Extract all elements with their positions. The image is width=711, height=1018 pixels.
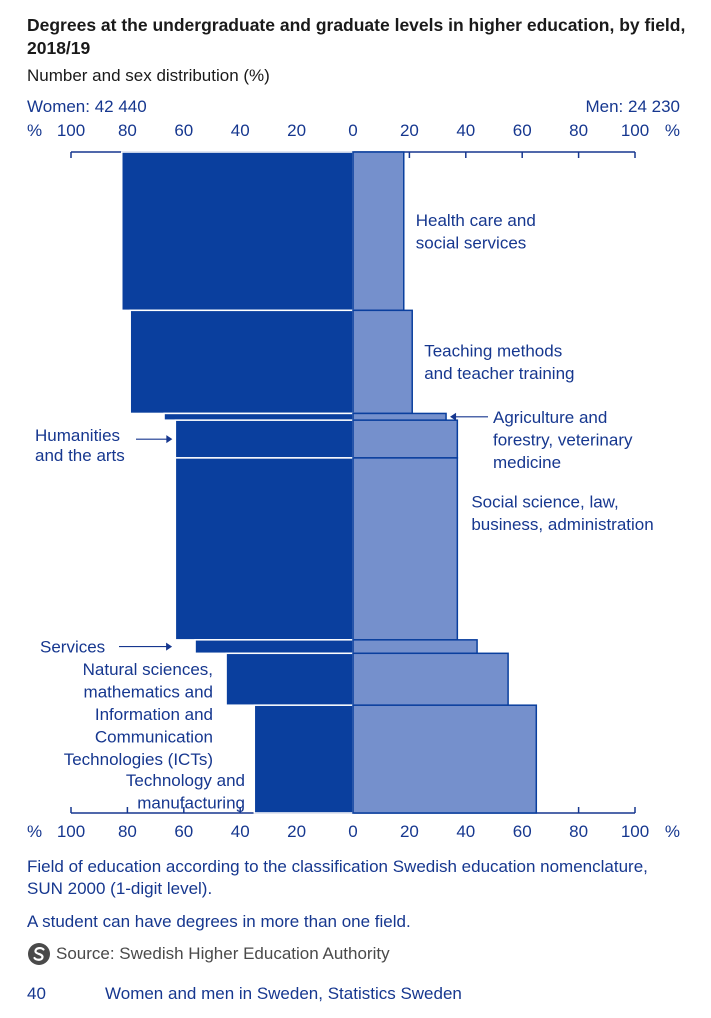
footnote-classification: Field of education according to the clas… xyxy=(27,857,648,898)
bar-women xyxy=(121,151,354,312)
category-label: Communication xyxy=(95,728,213,747)
bar-men xyxy=(352,412,447,421)
category-label: Technology and xyxy=(126,771,245,790)
bottom-axis-tick-label: 100 xyxy=(57,822,85,841)
bottom-axis-tick-label: 60 xyxy=(174,822,193,841)
top-axis-tick-label: 20 xyxy=(287,121,306,140)
category-label: Technologies (ICTs) xyxy=(64,750,213,769)
top-axis-tick-label: 60 xyxy=(513,121,532,140)
bottom-axis-tick-label: 80 xyxy=(569,822,588,841)
bar-women xyxy=(225,652,354,706)
category-label: Services xyxy=(40,638,105,657)
category-label: social services xyxy=(416,233,527,252)
bottom-axis-tick-label: 0 xyxy=(348,822,357,841)
category-label: Information and xyxy=(95,705,213,724)
category-label: and the arts xyxy=(35,446,125,465)
top-axis-tick-label: 100 xyxy=(57,121,85,140)
category-label: Health care and xyxy=(416,211,536,230)
top-axis-unit-left: % xyxy=(27,121,42,140)
bar-men xyxy=(352,419,459,459)
top-axis-tick-label: 20 xyxy=(400,121,419,140)
bottom-axis-tick-label: 20 xyxy=(287,822,306,841)
men-total-label: Men: 24 230 xyxy=(585,97,680,116)
bottom-axis-tick-label: 40 xyxy=(231,822,250,841)
category-label: mathematics and xyxy=(84,683,213,702)
category-label: Agriculture and xyxy=(493,408,607,427)
bottom-axis-tick-label: 80 xyxy=(118,822,137,841)
statistics-sweden-logo-icon xyxy=(28,943,50,965)
bar-women xyxy=(129,309,354,415)
top-axis-tick-label: 40 xyxy=(456,121,475,140)
bar-men xyxy=(352,639,478,655)
bar-women xyxy=(163,412,354,421)
category-label: manufacturing xyxy=(137,794,245,813)
top-axis-tick-label: 40 xyxy=(231,121,250,140)
bottom-axis-tick-label: 100 xyxy=(621,822,649,841)
bar-women xyxy=(253,704,354,814)
bar-men xyxy=(352,704,538,814)
category-leader-arrow xyxy=(450,412,457,421)
top-axis-tick-label: 80 xyxy=(569,121,588,140)
bottom-axis-unit-right: % xyxy=(665,822,680,841)
category-label: Social science, law, xyxy=(471,493,618,512)
chart-subtitle: Number and sex distribution (%) xyxy=(27,66,270,85)
category-label: Natural sciences, xyxy=(83,660,213,679)
source-line: Source: Swedish Higher Education Authori… xyxy=(27,942,390,966)
category-leader-arrow xyxy=(166,642,173,651)
category-label: Humanities xyxy=(35,426,120,445)
page-number: 40 xyxy=(27,984,46,1003)
bottom-axis-tick-label: 40 xyxy=(456,822,475,841)
top-axis-unit-right: % xyxy=(665,121,680,140)
top-axis-tick-label: 0 xyxy=(348,121,357,140)
top-axis-tick-label: 80 xyxy=(118,121,137,140)
category-leader-arrow xyxy=(166,435,173,444)
bar-women xyxy=(174,419,354,459)
footnote-multiple-fields: A student can have degrees in more than … xyxy=(27,912,411,931)
pyramid-chart: Women: 42 440 Men: 24 230% % 100 80 60 40 20 0 20… xyxy=(27,97,680,841)
chart-title: Degrees at the undergraduate and graduat… xyxy=(27,15,686,58)
bar-men xyxy=(352,309,413,415)
bottom-axis-tick-label: 60 xyxy=(513,822,532,841)
category-label: Teaching methods xyxy=(424,342,562,361)
category-label: and teacher training xyxy=(424,364,574,383)
publication-title: Women and men in Sweden, Statistics Swed… xyxy=(105,984,462,1003)
bottom-axis-unit-left: % xyxy=(27,822,42,841)
bar-men xyxy=(352,151,405,312)
source-text: Source: Swedish Higher Education Authori… xyxy=(56,944,390,963)
category-label: forestry, veterinary xyxy=(493,430,633,449)
bar-men xyxy=(352,457,459,641)
top-axis-tick-label: 100 xyxy=(621,121,649,140)
bottom-axis-tick-label: 20 xyxy=(400,822,419,841)
top-axis-tick-label: 60 xyxy=(174,121,193,140)
bar-women xyxy=(174,457,354,641)
category-label: medicine xyxy=(493,453,561,472)
category-label: business, administration xyxy=(471,515,653,534)
bar-women xyxy=(194,639,354,655)
women-total-label: Women: 42 440 xyxy=(27,97,147,116)
bar-men xyxy=(352,652,509,706)
